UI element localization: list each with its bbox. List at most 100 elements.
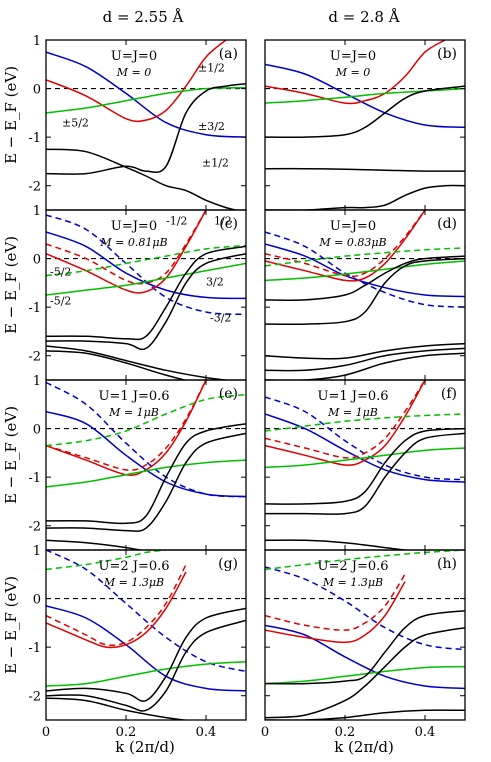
panel-a-annotation-2: ±3/2 xyxy=(198,120,225,133)
panel-d-moment: M = 0.83μB xyxy=(318,236,386,249)
panel-a-ytick-label-1: 0 xyxy=(33,83,41,98)
panel-f-bands xyxy=(265,380,465,550)
panel-h-band-7 xyxy=(265,626,465,719)
panel-f-band-2 xyxy=(265,380,426,459)
panel-g-ytick-label-3: -2 xyxy=(28,690,41,705)
panel-d-band-4 xyxy=(265,247,465,267)
y-axis-label-row-4: E − E_F (eV) xyxy=(2,576,20,674)
panel-g-band-1 xyxy=(46,605,246,692)
panel-c-bands xyxy=(46,210,246,380)
panel-g-band-3 xyxy=(46,571,187,649)
panel-a-id: (a) xyxy=(219,46,238,62)
panel-g-ytick-label-2: -1 xyxy=(28,641,41,656)
panel-c-ytick-label-0: 1 xyxy=(33,204,41,219)
panel-f-band-7 xyxy=(265,432,465,515)
panel-d-band-3 xyxy=(265,210,426,282)
panel-h-band-2 xyxy=(265,573,406,631)
panel-h-band-4 xyxy=(265,550,465,571)
panel-f-band-0 xyxy=(265,396,465,481)
panel-e-band-6 xyxy=(46,422,246,525)
panel-h-band-6 xyxy=(265,609,465,685)
panel-a-bands xyxy=(46,40,246,210)
panel-e-band-3 xyxy=(46,380,207,476)
panel-h-xtick-label-2: 0.4 xyxy=(415,725,436,740)
panel-a-band-1 xyxy=(46,40,227,123)
panel-e-bands xyxy=(46,380,246,550)
panel-g-band-8 xyxy=(46,697,190,720)
x-axis-label-right: k (2π/d) xyxy=(334,738,394,756)
panel-f-band-1 xyxy=(265,413,465,483)
panel-a: 1 0 -1 -2 (a) U=J=0 M = 0 ±1/2 ±5/2 ±3/2 ±1/2 xyxy=(28,34,247,211)
panel-c-band-1 xyxy=(46,231,246,300)
panel-h-frame xyxy=(264,549,466,721)
panel-h-params: U=2 J=0.6 xyxy=(317,559,388,574)
panel-g-xtick-label-2: 0.4 xyxy=(196,725,217,740)
panel-g-frame xyxy=(45,549,247,721)
panel-c-band-8 xyxy=(46,345,232,380)
panel-h-band-1 xyxy=(265,624,465,690)
panel-d-id: (d) xyxy=(437,216,457,232)
panel-e-ytick-label-2: -1 xyxy=(28,471,41,486)
panel-d: (d) U=J=0 M = 0.83μB xyxy=(264,209,466,381)
panel-a-ytick-label-3: -2 xyxy=(28,180,41,195)
panel-c-ytick-label-1: 0 xyxy=(33,253,41,268)
panel-c-annotation-5: -3/2 xyxy=(210,312,231,325)
panel-c-band-4 xyxy=(46,244,246,277)
panel-b-band-1 xyxy=(265,40,446,105)
panel-h-band-0 xyxy=(265,566,465,651)
panel-g-band-0 xyxy=(46,550,246,673)
panel-g-id: (g) xyxy=(218,556,238,572)
y-axis-label-row-1: E − E_F (eV) xyxy=(2,66,20,164)
panel-g: 1 0 -1 -2 0 0.2 0.4 (g) U=2 J=0.6 M = 1.3μB xyxy=(28,544,247,740)
panel-f-id: (f) xyxy=(441,386,457,402)
panel-f-band-8 xyxy=(265,539,410,550)
y-axis-label-row-3: E − E_F (eV) xyxy=(2,406,20,504)
panel-c-annotation-1: 1/2 xyxy=(214,215,232,228)
panel-c-band-5 xyxy=(46,262,246,296)
panel-e-ytick-label-0: 1 xyxy=(33,374,41,389)
panel-a-ytick-label-2: -1 xyxy=(28,131,41,146)
panel-h-xtick-label-0: 0 xyxy=(261,725,269,740)
panel-f-band-5 xyxy=(265,447,465,469)
panel-e-band-8 xyxy=(46,539,144,550)
panel-d-band-2 xyxy=(265,210,426,278)
panel-g-band-4 xyxy=(46,550,167,571)
panel-d-band-0 xyxy=(265,231,465,308)
x-axis-label-left: k (2π/d) xyxy=(115,738,175,756)
panel-c-annotation-4: 3/2 xyxy=(206,275,224,288)
panel-h-moment: M = 1.3μB xyxy=(322,576,383,589)
panel-h-band-3 xyxy=(265,581,406,644)
panel-e-band-5 xyxy=(46,459,246,488)
panel-a-annotation-3: ±1/2 xyxy=(202,156,229,169)
panel-e-params: U=1 J=0.6 xyxy=(98,389,169,404)
panel-c-params: U=J=0 xyxy=(111,219,157,234)
panel-a-ytick-label-0: 1 xyxy=(33,34,41,49)
panel-e-band-2 xyxy=(46,380,207,471)
panel-d-params: U=J=0 xyxy=(330,219,376,234)
panel-c-band-6 xyxy=(46,245,246,341)
panel-g-xtick-label-0: 0 xyxy=(42,725,50,740)
panel-c-annotation-2: -5/2 xyxy=(50,266,71,279)
panel-d-band-1 xyxy=(265,243,465,298)
panel-a-annotation-1: ±5/2 xyxy=(62,116,89,129)
column-title-right: d = 2.8 Å xyxy=(328,8,399,26)
panel-c-annotation-3: -5/2 xyxy=(50,295,71,308)
panel-c-ytick-label-3: -2 xyxy=(28,350,41,365)
panel-b: (b) U=J=0 M = 0 xyxy=(264,39,466,211)
panel-h-band-8 xyxy=(265,709,465,720)
panel-c: 1 0 -1 -2 (c) U=J=0 M = 0.81μB -1/2 1/2 -5/2 -5/2 3… xyxy=(28,204,247,381)
panel-g-bands xyxy=(46,550,246,720)
panel-g-band-5 xyxy=(46,660,246,687)
panel-c-annotation-0: -1/2 xyxy=(166,215,187,228)
panel-d-band-9 xyxy=(265,347,465,372)
panel-c-band-9 xyxy=(46,350,188,380)
panel-h-band-5 xyxy=(265,665,465,685)
panels-group: 1 0 -1 -2 (a) U=J=0 M = 0 ±1/2 ±5/2 ±3/2 ±1/2 (b) U=… xyxy=(28,34,466,740)
panel-f-band-6 xyxy=(265,427,465,505)
panel-c-band-2 xyxy=(46,210,207,285)
panel-g-xtick-label-1: 0.2 xyxy=(116,725,137,740)
panel-a-annotation-0: ±1/2 xyxy=(198,62,225,75)
panel-d-band-8 xyxy=(265,342,465,360)
panel-a-band-0 xyxy=(46,51,246,138)
